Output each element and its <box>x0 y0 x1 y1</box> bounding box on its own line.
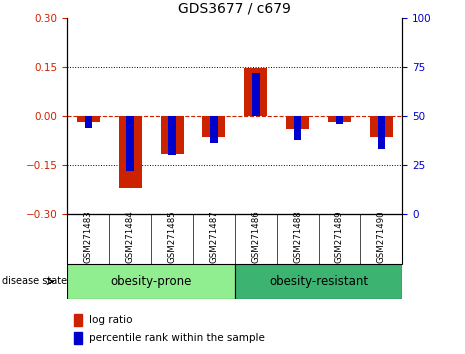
Bar <box>244 68 267 116</box>
Bar <box>85 116 92 128</box>
Bar <box>286 116 309 129</box>
Bar <box>160 116 184 154</box>
Text: obesity-prone: obesity-prone <box>110 275 192 288</box>
Bar <box>336 116 343 124</box>
Text: log ratio: log ratio <box>89 315 133 325</box>
Text: GSM271489: GSM271489 <box>335 210 344 263</box>
Bar <box>252 73 259 116</box>
Bar <box>74 314 82 326</box>
Bar <box>119 116 142 188</box>
Bar <box>168 116 176 155</box>
Bar <box>202 116 226 137</box>
Text: GSM271485: GSM271485 <box>167 210 177 263</box>
FancyBboxPatch shape <box>67 264 235 299</box>
Bar <box>294 116 301 139</box>
Text: GSM271490: GSM271490 <box>377 210 386 263</box>
Text: GSM271484: GSM271484 <box>126 210 135 263</box>
Bar <box>126 116 134 171</box>
Bar <box>378 116 385 149</box>
FancyBboxPatch shape <box>235 264 402 299</box>
Text: disease state: disease state <box>2 276 67 286</box>
Bar <box>77 116 100 122</box>
Text: GSM271488: GSM271488 <box>293 210 302 263</box>
Text: GSM271483: GSM271483 <box>84 210 93 263</box>
Text: percentile rank within the sample: percentile rank within the sample <box>89 333 265 343</box>
Bar <box>370 116 393 137</box>
Bar <box>210 116 218 143</box>
Text: GSM271487: GSM271487 <box>209 210 219 263</box>
Text: GSM271486: GSM271486 <box>251 210 260 263</box>
Bar <box>328 116 351 122</box>
Bar <box>74 332 82 344</box>
Text: obesity-resistant: obesity-resistant <box>269 275 368 288</box>
Title: GDS3677 / c679: GDS3677 / c679 <box>179 1 291 15</box>
